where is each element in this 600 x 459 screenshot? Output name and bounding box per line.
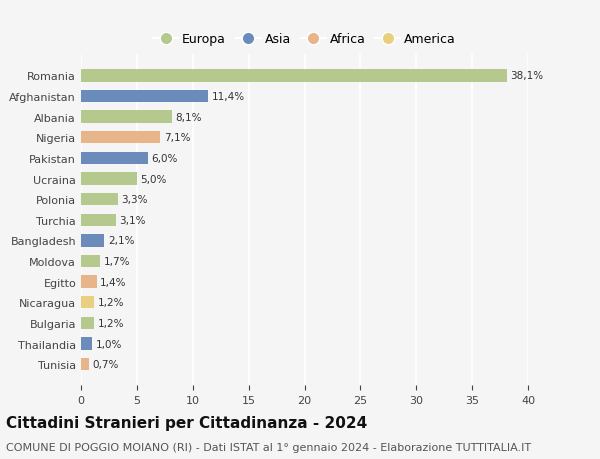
Text: 3,3%: 3,3% xyxy=(121,195,148,205)
Text: 1,7%: 1,7% xyxy=(103,257,130,267)
Text: 11,4%: 11,4% xyxy=(212,92,245,102)
Bar xyxy=(81,255,100,268)
Text: 1,0%: 1,0% xyxy=(95,339,122,349)
Bar xyxy=(81,132,160,144)
Bar xyxy=(81,317,94,330)
Bar xyxy=(81,276,97,288)
Bar xyxy=(81,235,104,247)
Text: 8,1%: 8,1% xyxy=(175,112,202,123)
Bar xyxy=(81,214,116,226)
Text: 3,1%: 3,1% xyxy=(119,215,145,225)
Text: 2,1%: 2,1% xyxy=(108,236,134,246)
Bar xyxy=(81,70,507,83)
Text: Cittadini Stranieri per Cittadinanza - 2024: Cittadini Stranieri per Cittadinanza - 2… xyxy=(6,415,367,431)
Bar xyxy=(81,173,137,185)
Text: 5,0%: 5,0% xyxy=(140,174,167,184)
Text: 0,7%: 0,7% xyxy=(92,359,119,369)
Text: 6,0%: 6,0% xyxy=(151,154,178,163)
Bar xyxy=(81,111,172,123)
Bar xyxy=(81,297,94,309)
Bar xyxy=(81,358,89,370)
Bar xyxy=(81,152,148,165)
Text: 1,4%: 1,4% xyxy=(100,277,127,287)
Bar xyxy=(81,338,92,350)
Text: 1,2%: 1,2% xyxy=(98,318,124,328)
Bar xyxy=(81,91,208,103)
Text: COMUNE DI POGGIO MOIANO (RI) - Dati ISTAT al 1° gennaio 2024 - Elaborazione TUTT: COMUNE DI POGGIO MOIANO (RI) - Dati ISTA… xyxy=(6,442,531,452)
Text: 1,2%: 1,2% xyxy=(98,297,124,308)
Legend: Europa, Asia, Africa, America: Europa, Asia, Africa, America xyxy=(148,28,461,51)
Bar xyxy=(81,194,118,206)
Text: 7,1%: 7,1% xyxy=(164,133,190,143)
Text: 38,1%: 38,1% xyxy=(510,71,543,81)
